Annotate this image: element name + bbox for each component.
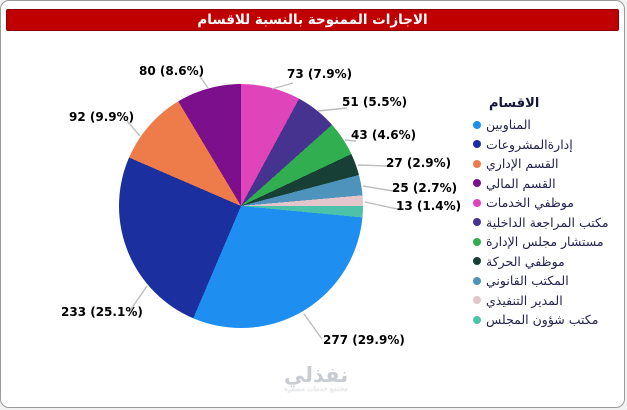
legend-item-10[interactable]: مكتب شؤون المجلس: [467, 310, 624, 330]
slice-label: 277 (29.9%): [323, 333, 405, 347]
legend-item-label: المناوبين: [486, 117, 531, 133]
legend-item-5[interactable]: مكتب المراجعة الداخلية: [467, 213, 624, 233]
legend-item-0[interactable]: المناوبين: [467, 115, 624, 135]
slice-label: 80 (8.6%): [139, 64, 205, 78]
legend-item-4[interactable]: موظفي الخدمات: [467, 193, 624, 213]
slice-label: 25 (2.7%): [392, 181, 458, 195]
slice-label: 27 (2.9%): [386, 156, 452, 170]
legend-marker-icon: [473, 179, 481, 188]
legend-marker-icon: [473, 120, 481, 129]
legend-item-label: القسم الإداري: [486, 156, 559, 172]
slice-leader-line: [362, 185, 394, 192]
legend-item-label: مستشار مجلس الإدارة: [486, 234, 604, 250]
legend-marker-icon: [473, 257, 481, 266]
slice-label: 92 (9.9%): [69, 110, 135, 124]
legend-item-label: مكتب المراجعة الداخلية: [486, 214, 609, 230]
legend-item-7[interactable]: موظفي الحركة: [467, 252, 624, 272]
legend-item-6[interactable]: مستشار مجلس الإدارة: [467, 232, 624, 252]
chart-title: الاجازات الممنوحة بالنسبة للاقسام: [197, 12, 428, 28]
legend-item-2[interactable]: القسم الإداري: [467, 154, 624, 174]
legend-item-8[interactable]: المكتب القانوني: [467, 271, 624, 291]
legend-item-label: موظفي الخدمات: [486, 195, 575, 211]
slice-label: 51 (5.5%): [342, 95, 408, 109]
legend-marker-icon: [473, 237, 481, 246]
legend-item-label: القسم المالي: [486, 175, 556, 191]
legend-marker-icon: [473, 296, 481, 305]
slice-label: 43 (4.6%): [351, 128, 417, 142]
legend-item-label: المدير التنفيذي: [486, 292, 563, 308]
legend-item-label: موظفي الحركة: [486, 253, 565, 269]
legend-item-label: المكتب القانوني: [486, 273, 569, 289]
legend-item-label: إدارةالمشروعات: [486, 136, 573, 152]
slice-label: 73 (7.9%): [287, 67, 353, 81]
legend-item-9[interactable]: المدير التنفيذي: [467, 291, 624, 311]
legend-marker-icon: [473, 315, 481, 324]
legend-title: الاقسام: [489, 96, 540, 111]
legend: الاقسام المناوبين إدارةالمشروعات القسم الإ…: [467, 96, 624, 330]
legend-item-label: مكتب شؤون المجلس: [486, 312, 599, 328]
legend-marker-icon: [473, 140, 481, 149]
legend-item-1[interactable]: إدارةالمشروعات: [467, 135, 624, 155]
slice-leader-line: [357, 164, 388, 167]
legend-item-3[interactable]: القسم المالي: [467, 174, 624, 194]
pie-chart[interactable]: [119, 84, 363, 328]
legend-marker-icon: [473, 159, 481, 168]
legend-items: المناوبين إدارةالمشروعات القسم الإداري القس…: [467, 115, 624, 330]
slice-leader-line: [364, 201, 398, 210]
slice-label: 233 (25.1%): [61, 305, 143, 319]
chart-title-banner: الاجازات الممنوحة بالنسبة للاقسام: [6, 9, 619, 31]
legend-marker-icon: [473, 198, 481, 207]
slice-leader-line: [303, 313, 323, 340]
slice-label: 13 (1.4%): [396, 199, 462, 213]
legend-marker-icon: [473, 276, 481, 285]
legend-marker-icon: [473, 218, 481, 227]
